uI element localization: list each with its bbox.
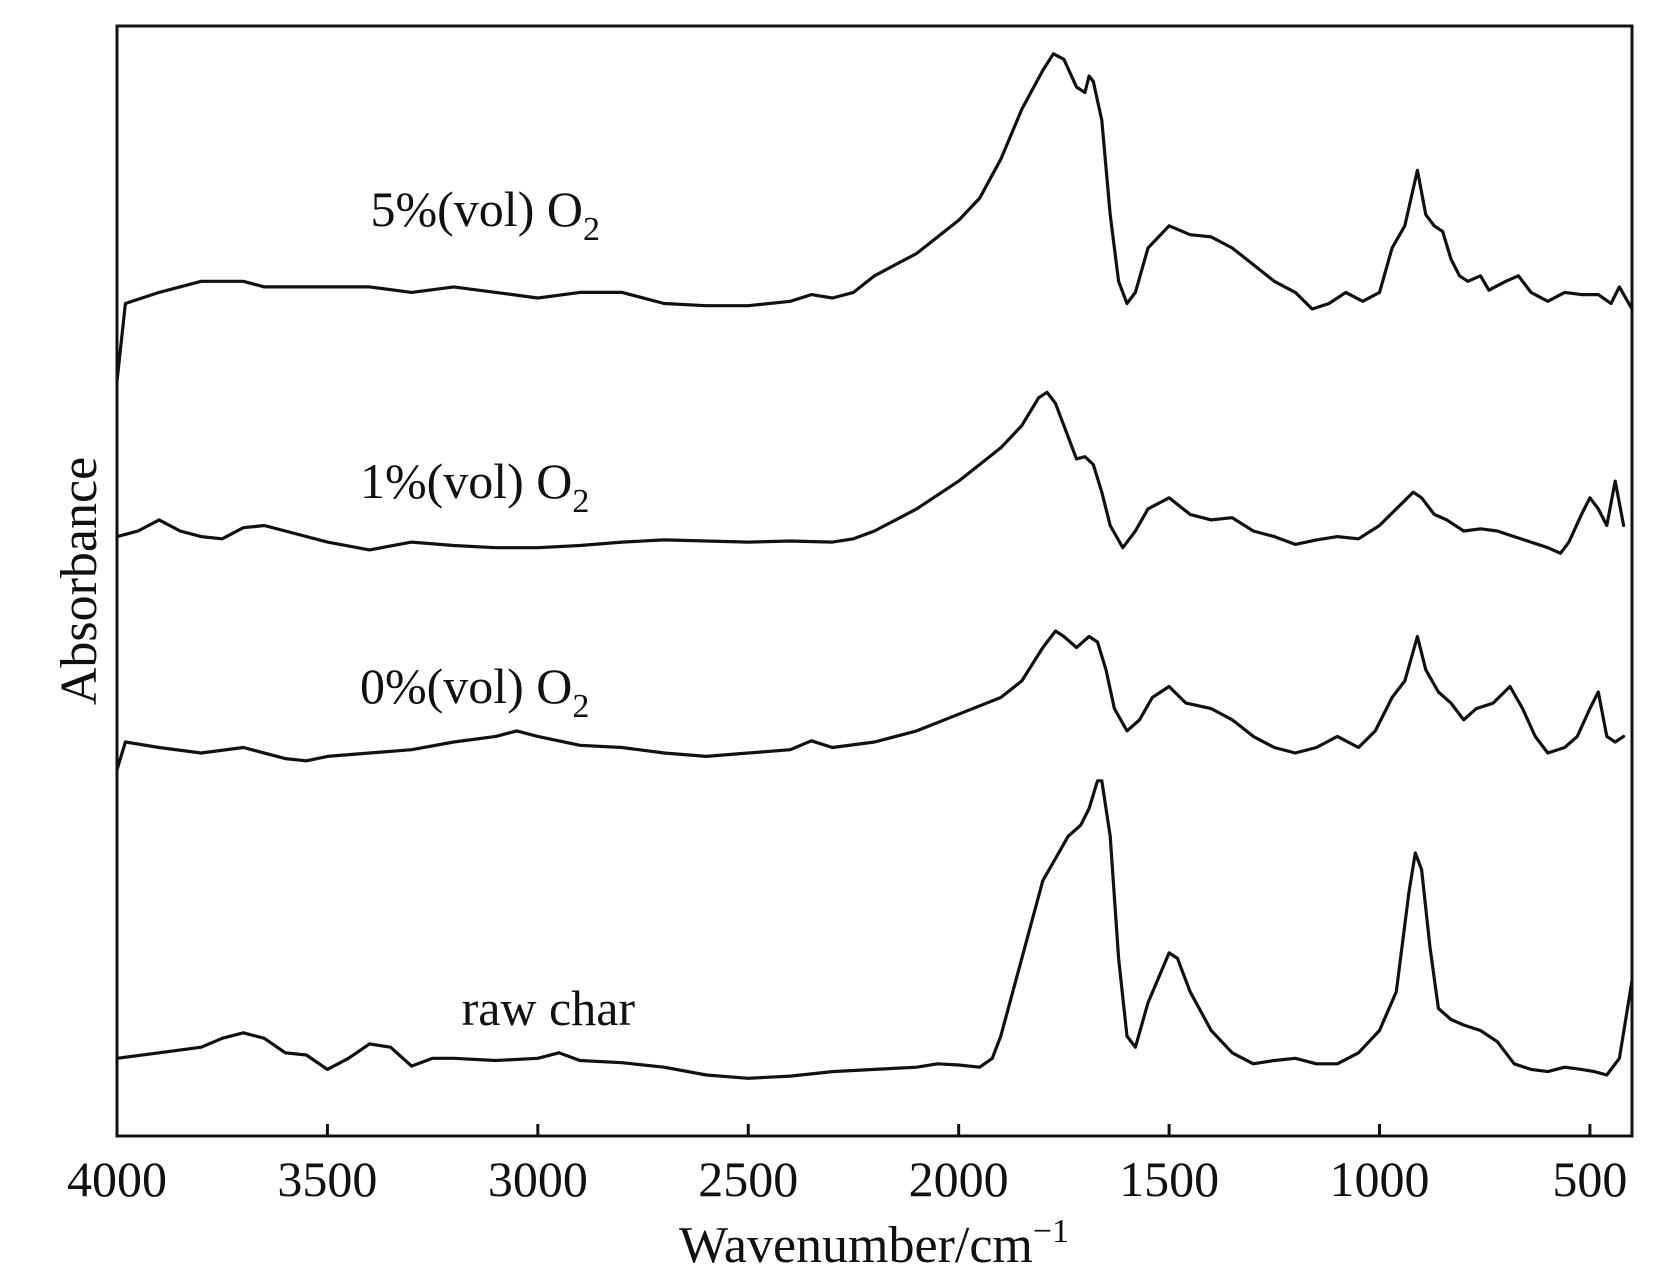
x-axis-title: Wavenumber/cm−1: [679, 1213, 1069, 1274]
spectrum-line-2: [115, 629, 1626, 772]
series-label-subscript: 2: [572, 483, 589, 520]
series-label-subscript: 2: [572, 688, 589, 725]
series-label-2: 0%(vol) O2: [360, 658, 589, 725]
series-label-1: 1%(vol) O2: [360, 453, 589, 520]
spectrum-line-0: [115, 52, 1634, 383]
spectrum-line-1: [115, 390, 1626, 555]
x-axis-tick-labels: 4000 3500 3000 2500 2000 1500 1000 500: [67, 1151, 1627, 1207]
x-tick-label: 2500: [698, 1151, 798, 1207]
series-label-subscript: 2: [583, 211, 600, 248]
x-tick-label: 1000: [1330, 1151, 1430, 1207]
y-axis-title: Absorbance: [51, 457, 108, 705]
spectra-lines: [115, 52, 1634, 1080]
series-label-3: raw char: [462, 980, 636, 1036]
x-tick-label: 3500: [277, 1151, 377, 1207]
spectrum-line-3: [115, 779, 1634, 1080]
series-label-text: 5%(vol) O: [371, 181, 583, 237]
x-tick-label: 500: [1552, 1151, 1627, 1207]
series-label-text: raw char: [462, 980, 636, 1036]
series-label-text: 0%(vol) O: [360, 658, 572, 714]
x-axis-title-superscript: −1: [1033, 1213, 1069, 1250]
x-axis-title-text: Wavenumber/cm: [679, 1217, 1033, 1274]
x-axis-ticks: [115, 1124, 1592, 1136]
x-tick-label: 4000: [67, 1151, 167, 1207]
x-tick-label: 2000: [909, 1151, 1009, 1207]
x-tick-label: 3000: [488, 1151, 588, 1207]
x-tick-label: 1500: [1119, 1151, 1219, 1207]
series-label-0: 5%(vol) O2: [371, 181, 600, 248]
series-label-text: 1%(vol) O: [360, 453, 572, 509]
plot-frame: [115, 24, 1634, 1138]
